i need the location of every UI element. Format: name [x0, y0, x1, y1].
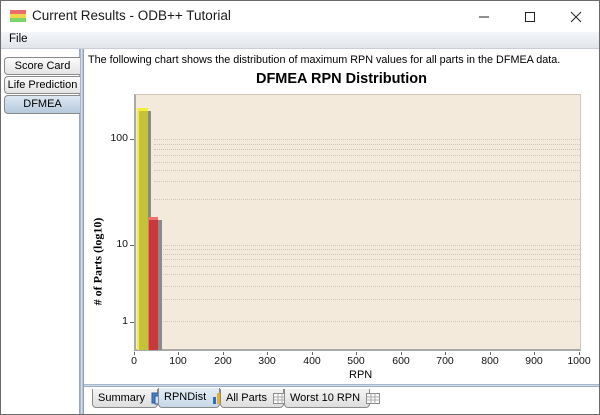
- title-bar: Current Results - ODB++ Tutorial: [1, 1, 599, 32]
- tab-rpndist[interactable]: RPNDist: [158, 388, 225, 408]
- chart-description: The following chart shows the distributi…: [88, 54, 561, 66]
- plot-area: [134, 94, 581, 351]
- x-tick-mark: [178, 352, 179, 355]
- gridline: [154, 162, 580, 163]
- x-tick-mark: [445, 352, 446, 355]
- bar-rpn-0-25[interactable]: [137, 108, 148, 350]
- gridline: [154, 245, 580, 246]
- gridline: [154, 149, 580, 150]
- tab-summary[interactable]: Summary: [92, 389, 164, 408]
- gridline: [154, 266, 580, 267]
- tab-label: Worst 10 RPN: [290, 392, 361, 404]
- x-tick-mark: [134, 352, 135, 355]
- chart-title: DFMEA RPN Distribution: [255, 71, 428, 87]
- tab-label: RPNDist: [164, 391, 207, 403]
- tab-label: Summary: [98, 392, 146, 404]
- x-tick-mark: [223, 352, 224, 355]
- gridline: [154, 155, 580, 156]
- table-grid-icon: [366, 392, 381, 404]
- x-tick-400: 400: [303, 355, 321, 367]
- x-tick-mark: [312, 352, 313, 355]
- x-tick-700: 700: [436, 355, 454, 367]
- x-tick-500: 500: [347, 355, 365, 367]
- menu-file[interactable]: File: [9, 33, 28, 45]
- x-tick-300: 300: [258, 355, 276, 367]
- gridline: [154, 274, 580, 275]
- gridline: [154, 254, 580, 255]
- x-axis-label: RPN: [349, 369, 373, 381]
- tab-all-parts[interactable]: All Parts: [220, 389, 288, 408]
- close-button[interactable]: [553, 1, 599, 32]
- minimize-button[interactable]: [461, 1, 507, 32]
- gridline: [154, 144, 580, 145]
- gridline: [154, 321, 580, 322]
- tab-worst-10-rpn[interactable]: Worst 10 RPN: [284, 389, 381, 408]
- window-title: Current Results - ODB++ Tutorial: [32, 8, 231, 23]
- minimize-icon: [479, 16, 489, 17]
- x-tick-800: 800: [481, 355, 499, 367]
- y-tick-mark: [130, 322, 134, 323]
- y-tick-mark: [130, 139, 134, 140]
- x-tick-0: 0: [131, 355, 137, 367]
- y-tick-100: 100: [110, 132, 128, 144]
- menu-bar: File: [1, 32, 599, 49]
- y-tick-10: 10: [116, 238, 128, 250]
- bottom-splitter: [84, 384, 599, 387]
- maximize-icon: [525, 11, 535, 22]
- gridline: [154, 299, 580, 300]
- gridline: [154, 181, 580, 182]
- x-tick-mark: [356, 352, 357, 355]
- x-tick-900: 900: [525, 355, 543, 367]
- x-tick-200: 200: [214, 355, 232, 367]
- maximize-button[interactable]: [507, 1, 553, 32]
- bottom-tab-bar: Summary RPNDist All Parts Worst 10 RPN: [84, 387, 599, 414]
- x-tick-mark: [267, 352, 268, 355]
- y-axis-label: # of Parts (log10): [90, 217, 105, 306]
- x-tick-1000: 1000: [567, 355, 591, 367]
- x-tick-mark: [534, 352, 535, 355]
- gridline: [154, 139, 580, 140]
- x-tick-mark: [490, 352, 491, 355]
- gridline: [154, 259, 580, 260]
- x-tick-mark: [401, 352, 402, 355]
- bar-rpn-25-50[interactable]: [148, 217, 158, 350]
- close-icon: [570, 11, 582, 22]
- panel-splitter[interactable]: [80, 49, 84, 414]
- gridline: [154, 199, 580, 200]
- app-icon: [10, 10, 26, 23]
- side-tab-dfmea[interactable]: DFMEA: [4, 95, 80, 114]
- side-tab-panel: Score Card Life Prediction DFMEA: [1, 49, 80, 414]
- gridline: [154, 286, 580, 287]
- tab-label: All Parts: [226, 392, 267, 404]
- chart-content: The following chart shows the distributi…: [84, 49, 599, 384]
- x-tick-100: 100: [169, 355, 187, 367]
- x-tick-600: 600: [392, 355, 410, 367]
- y-tick-mark: [130, 245, 134, 246]
- x-tick-mark: [579, 352, 580, 355]
- gridline: [154, 170, 580, 171]
- side-tab-life-prediction[interactable]: Life Prediction: [4, 76, 80, 94]
- gridline: [154, 249, 580, 250]
- y-tick-1: 1: [122, 315, 128, 327]
- side-tab-score-card[interactable]: Score Card: [4, 57, 80, 75]
